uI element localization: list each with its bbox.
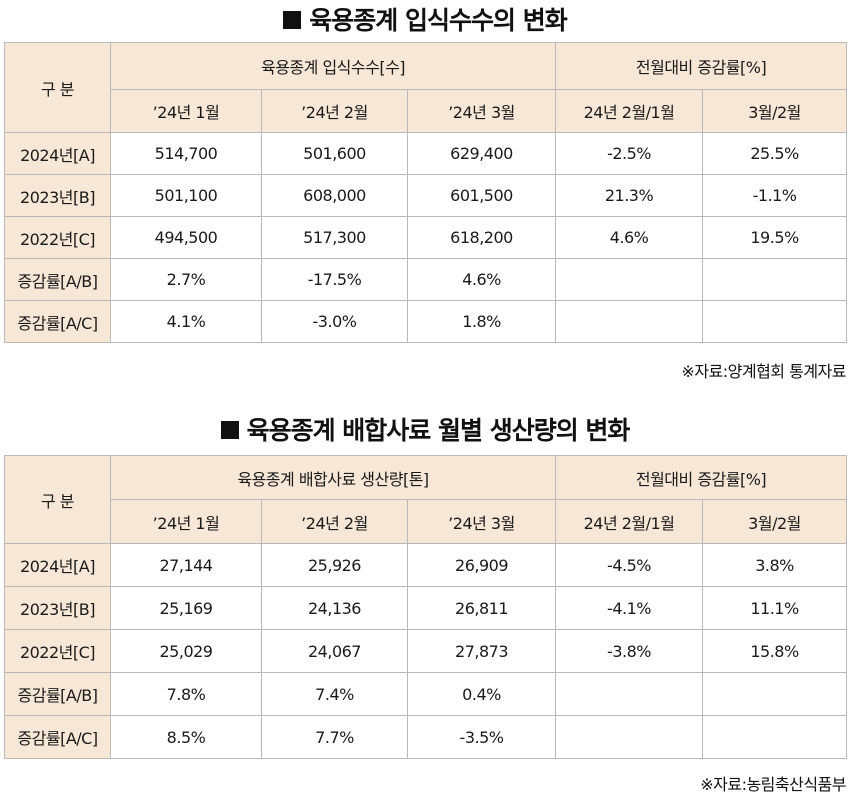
cell: -17.5% [261,258,408,301]
group1-header: 육용종계 배합사료 생산량[톤] [109,455,557,500]
cell: 601,500 [406,174,557,217]
cell: 8.5% [110,715,262,759]
cell: 27,144 [110,543,262,587]
cell [555,672,704,716]
cell [555,300,704,343]
change-header: 3월/2월 [702,89,848,133]
table2-subheader-row: ’24년 1월 ’24년 2월 ’24년 3월 24년 2월/1월 3월/2월 [5,499,848,544]
month-header: ’24년 1월 [110,499,262,544]
change-header: 24년 2월/1월 [555,89,704,133]
cell: 608,000 [261,174,408,217]
cell: -3.5% [406,715,557,759]
cell [702,672,848,716]
row-label: 증감률[A/B] [4,258,111,301]
table-row: 증감률[A/C] 4.1% -3.0% 1.8% [4,300,848,343]
group1-header: 육용종계 입식수수[수] [109,42,557,90]
table-row: 증감률[A/B] 7.8% 7.4% 0.4% [4,672,848,716]
cell: 26,909 [406,543,557,587]
table-row: 증감률[A/C] 8.5% 7.7% -3.5% [4,715,848,759]
table2: 구 분 육용종계 배합사료 생산량[톤] 전월대비 증감률[%] ’24년 1월… [4,455,848,759]
table1-subheader-row: ’24년 1월 ’24년 2월 ’24년 3월 24년 2월/1월 3월/2월 [5,89,848,133]
cell: 3.8% [702,543,848,587]
row-label: 2022년[C] [4,629,111,673]
cell: 494,500 [110,216,262,259]
table-row: 2022년[C] 494,500 517,300 618,200 4.6% 19… [4,216,848,259]
change-header: 3월/2월 [702,499,848,544]
cell: -2.5% [555,132,704,175]
cell: 4.6% [555,216,704,259]
cell: 25,029 [110,629,262,673]
square-bullet-icon [220,421,239,439]
row-label: 2024년[A] [4,132,111,175]
cell: 25.5% [702,132,848,175]
cell: 514,700 [110,132,262,175]
cell: 517,300 [261,216,408,259]
cell: 24,067 [261,629,408,673]
table1: 구 분 육용종계 입식수수[수] 전월대비 증감률[%] ’24년 1월 ’24… [4,42,848,343]
month-header: ’24년 3월 [406,499,557,544]
cell: 26,811 [406,586,557,630]
row-label: 2023년[B] [4,586,111,630]
cell [702,300,848,343]
month-header: ’24년 2월 [261,499,408,544]
cell: -3.8% [555,629,704,673]
cell: 618,200 [406,216,557,259]
cell: 25,169 [110,586,262,630]
cell: 629,400 [406,132,557,175]
cell [702,715,848,759]
row-label: 증감률[A/B] [4,672,111,716]
row-label: 증감률[A/C] [4,300,111,343]
row-label: 2022년[C] [4,216,111,259]
table-row: 증감률[A/B] 2.7% -17.5% 4.6% [4,258,848,301]
square-bullet-icon [283,11,302,29]
table-row: 2024년[A] 27,144 25,926 26,909 -4.5% 3.8% [4,543,848,587]
table2-title: 육용종계 배합사료 월별 생산량의 변화 [0,414,850,448]
row-label: 2024년[A] [4,543,111,587]
cell: -1.1% [702,174,848,217]
table-row: 2022년[C] 25,029 24,067 27,873 -3.8% 15.8… [4,629,848,673]
cell: 15.8% [702,629,848,673]
table1-title: 육용종계 입식수수의 변화 [0,4,850,38]
cell [555,258,704,301]
cell: 4.1% [110,300,262,343]
cell [702,258,848,301]
cell: 501,100 [110,174,262,217]
cell: 501,600 [261,132,408,175]
row-label: 2023년[B] [4,174,111,217]
table2-source: ※자료:농림축산식품부 [700,775,846,794]
cell: 7.8% [110,672,262,716]
category-header: 구 분 [4,42,111,133]
group2-header: 전월대비 증감률[%] [555,42,848,90]
month-header: ’24년 2월 [261,89,408,133]
cell [555,715,704,759]
cell: 25,926 [261,543,408,587]
cell: 7.7% [261,715,408,759]
row-label: 증감률[A/C] [4,715,111,759]
cell: 2.7% [110,258,262,301]
cell: 11.1% [702,586,848,630]
group2-header: 전월대비 증감률[%] [555,455,848,500]
cell: 7.4% [261,672,408,716]
cell: 27,873 [406,629,557,673]
table2-header-row: 구 분 육용종계 배합사료 생산량[톤] 전월대비 증감률[%] [4,455,848,544]
change-header: 24년 2월/1월 [555,499,704,544]
cell: 4.6% [406,258,557,301]
category-header: 구 분 [4,455,111,544]
cell: 24,136 [261,586,408,630]
cell: 19.5% [702,216,848,259]
table-row: 2023년[B] 25,169 24,136 26,811 -4.1% 11.1… [4,586,848,630]
cell: -3.0% [261,300,408,343]
table-row: 2023년[B] 501,100 608,000 601,500 21.3% -… [4,174,848,217]
cell: -4.1% [555,586,704,630]
table1-header-row: 구 분 육용종계 입식수수[수] 전월대비 증감률[%] [4,42,848,133]
month-header: ’24년 3월 [406,89,557,133]
month-header: ’24년 1월 [110,89,262,133]
table-row: 2024년[A] 514,700 501,600 629,400 -2.5% 2… [4,132,848,175]
cell: 21.3% [555,174,704,217]
table1-source: ※자료:양계협회 통계자료 [681,362,846,381]
cell: 0.4% [406,672,557,716]
cell: 1.8% [406,300,557,343]
cell: -4.5% [555,543,704,587]
